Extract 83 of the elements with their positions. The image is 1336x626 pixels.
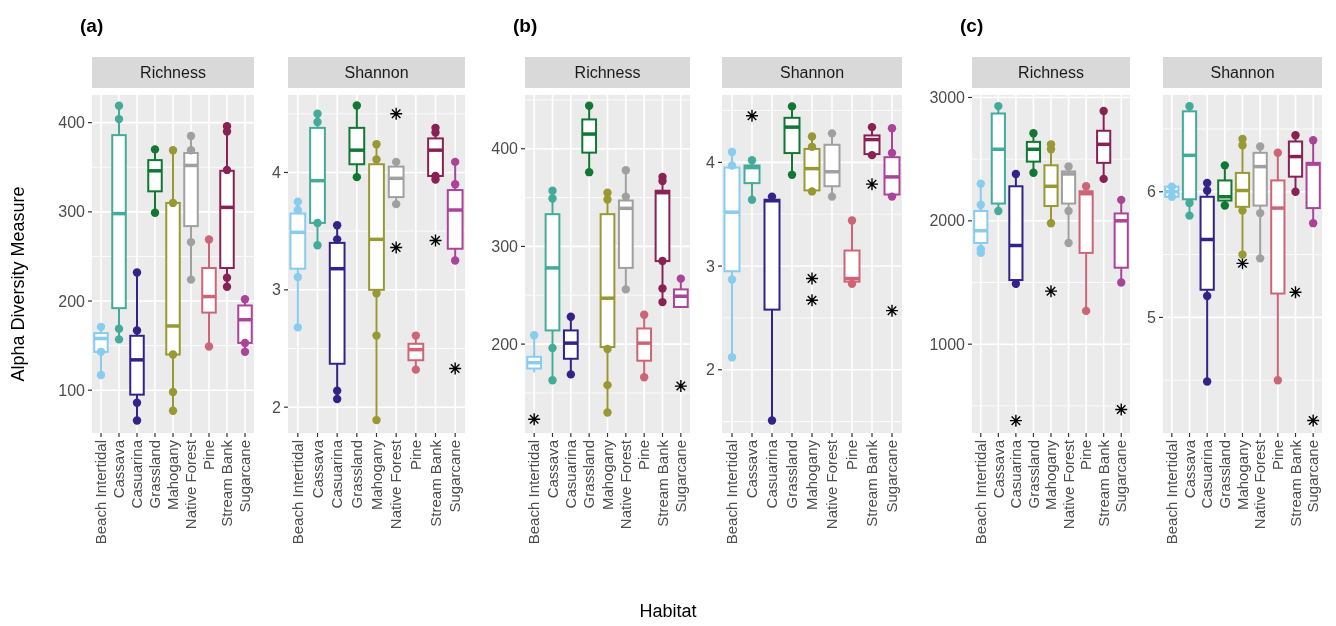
- x-tick-label: Grassland: [783, 440, 801, 509]
- x-tick-label: Native Forest: [182, 439, 200, 530]
- y-tick-label: 400: [491, 140, 519, 158]
- x-tick-label: Casuarina: [328, 439, 346, 509]
- y-tick-label: 4: [272, 164, 282, 182]
- x-tick-label: Beach Intertidal: [1163, 440, 1181, 545]
- y-tick-label: 2: [706, 361, 716, 379]
- x-tick-label: Sugarcane: [1112, 440, 1130, 513]
- y-tick-label: 300: [58, 203, 86, 221]
- x-tick-label: Mahogany: [164, 439, 182, 511]
- x-tick-label: Pine: [1269, 440, 1287, 471]
- x-tick-label: Stream Bank: [1094, 439, 1112, 527]
- x-tick-label: Casuarina: [763, 439, 781, 509]
- chart-title: Shannon: [344, 64, 409, 81]
- chart-title: Shannon: [779, 64, 845, 81]
- y-tick-label: 2000: [929, 212, 966, 230]
- x-tick-label: Sugarcane: [1304, 440, 1322, 513]
- x-tick-label: Mahogany: [598, 439, 616, 511]
- text: (a): [80, 15, 104, 36]
- x-tick-label: Casuarina: [128, 439, 146, 509]
- x-tick-label: Stream Bank: [653, 439, 671, 527]
- x-axis-title: Habitat: [639, 601, 697, 621]
- x-tick-label: Cassava: [110, 439, 128, 499]
- x-tick-label: Grassland: [146, 440, 164, 509]
- x-tick-label: Pine: [200, 440, 218, 471]
- x-tick-label: Native Forest: [823, 439, 841, 530]
- x-tick-label: Pine: [843, 440, 861, 471]
- x-tick-label: Mahogany: [1233, 439, 1251, 511]
- x-tick-label: Pine: [407, 440, 425, 471]
- y-tick-label: 6: [1147, 183, 1157, 201]
- y-tick-label: 300: [491, 238, 519, 256]
- x-tick-label: Native Forest: [1251, 439, 1269, 530]
- x-tick-label: Mahogany: [367, 439, 385, 511]
- x-tick-label: Stream Bank: [863, 439, 881, 527]
- x-tick-label: Pine: [1077, 440, 1095, 471]
- y-tick-label: 400: [58, 114, 86, 132]
- x-tick-label: Stream Bank: [426, 439, 444, 527]
- x-tick-label: Stream Bank: [218, 439, 236, 527]
- x-tick-label: Stream Bank: [1286, 439, 1304, 527]
- x-tick-label: Casuarina: [1198, 439, 1216, 509]
- chart-title: Richness: [1018, 64, 1084, 81]
- y-tick-label: 4: [706, 153, 716, 171]
- y-tick-label: 2: [272, 398, 282, 416]
- x-tick-label: Cassava: [308, 439, 326, 499]
- text: (b): [513, 15, 538, 36]
- x-tick-label: Pine: [635, 440, 653, 471]
- x-tick-label: Sugarcane: [446, 440, 464, 513]
- x-tick-label: Mahogany: [803, 439, 821, 511]
- x-tick-label: Beach Intertidal: [92, 440, 110, 545]
- chart-title: Shannon: [1210, 64, 1275, 81]
- x-tick-label: Grassland: [348, 440, 366, 509]
- x-tick-label: Native Forest: [617, 439, 635, 530]
- y-tick-label: 200: [491, 335, 519, 353]
- x-tick-label: Beach Intertidal: [723, 440, 741, 545]
- x-tick-label: Grassland: [580, 440, 598, 509]
- x-tick-label: Sugarcane: [883, 440, 901, 513]
- x-tick-label: Sugarcane: [672, 440, 690, 513]
- y-tick-label: 200: [58, 292, 86, 310]
- x-tick-label: Beach Intertidal: [289, 440, 307, 545]
- x-tick-label: Cassava: [543, 439, 561, 499]
- y-tick-label: 5: [1147, 309, 1157, 326]
- x-tick-label: Beach Intertidal: [972, 440, 990, 545]
- x-tick-label: Mahogany: [1042, 439, 1060, 511]
- text: (c): [960, 15, 984, 36]
- x-tick-label: Grassland: [1216, 440, 1234, 509]
- chart-title: Richness: [574, 64, 641, 81]
- x-tick-label: Beach Intertidal: [525, 440, 543, 545]
- x-tick-label: Sugarcane: [236, 440, 254, 513]
- x-tick-label: Casuarina: [562, 439, 580, 509]
- x-tick-label: Cassava: [989, 439, 1007, 499]
- y-tick-label: 3: [272, 281, 282, 299]
- x-tick-label: Cassava: [743, 439, 761, 499]
- x-tick-label: Native Forest: [387, 439, 405, 530]
- y-tick-label: 3000: [929, 89, 966, 107]
- x-tick-label: Grassland: [1024, 440, 1042, 509]
- x-tick-label: Native Forest: [1059, 439, 1077, 530]
- chart-title: Richness: [140, 64, 206, 81]
- y-tick-label: 1000: [929, 335, 966, 353]
- x-tick-label: Casuarina: [1007, 439, 1025, 509]
- y-tick-label: 3: [706, 257, 716, 275]
- y-tick-label: 100: [58, 381, 86, 399]
- x-tick-label: Cassava: [1180, 439, 1198, 499]
- y-axis-title: Alpha Diversity Measure: [8, 186, 28, 382]
